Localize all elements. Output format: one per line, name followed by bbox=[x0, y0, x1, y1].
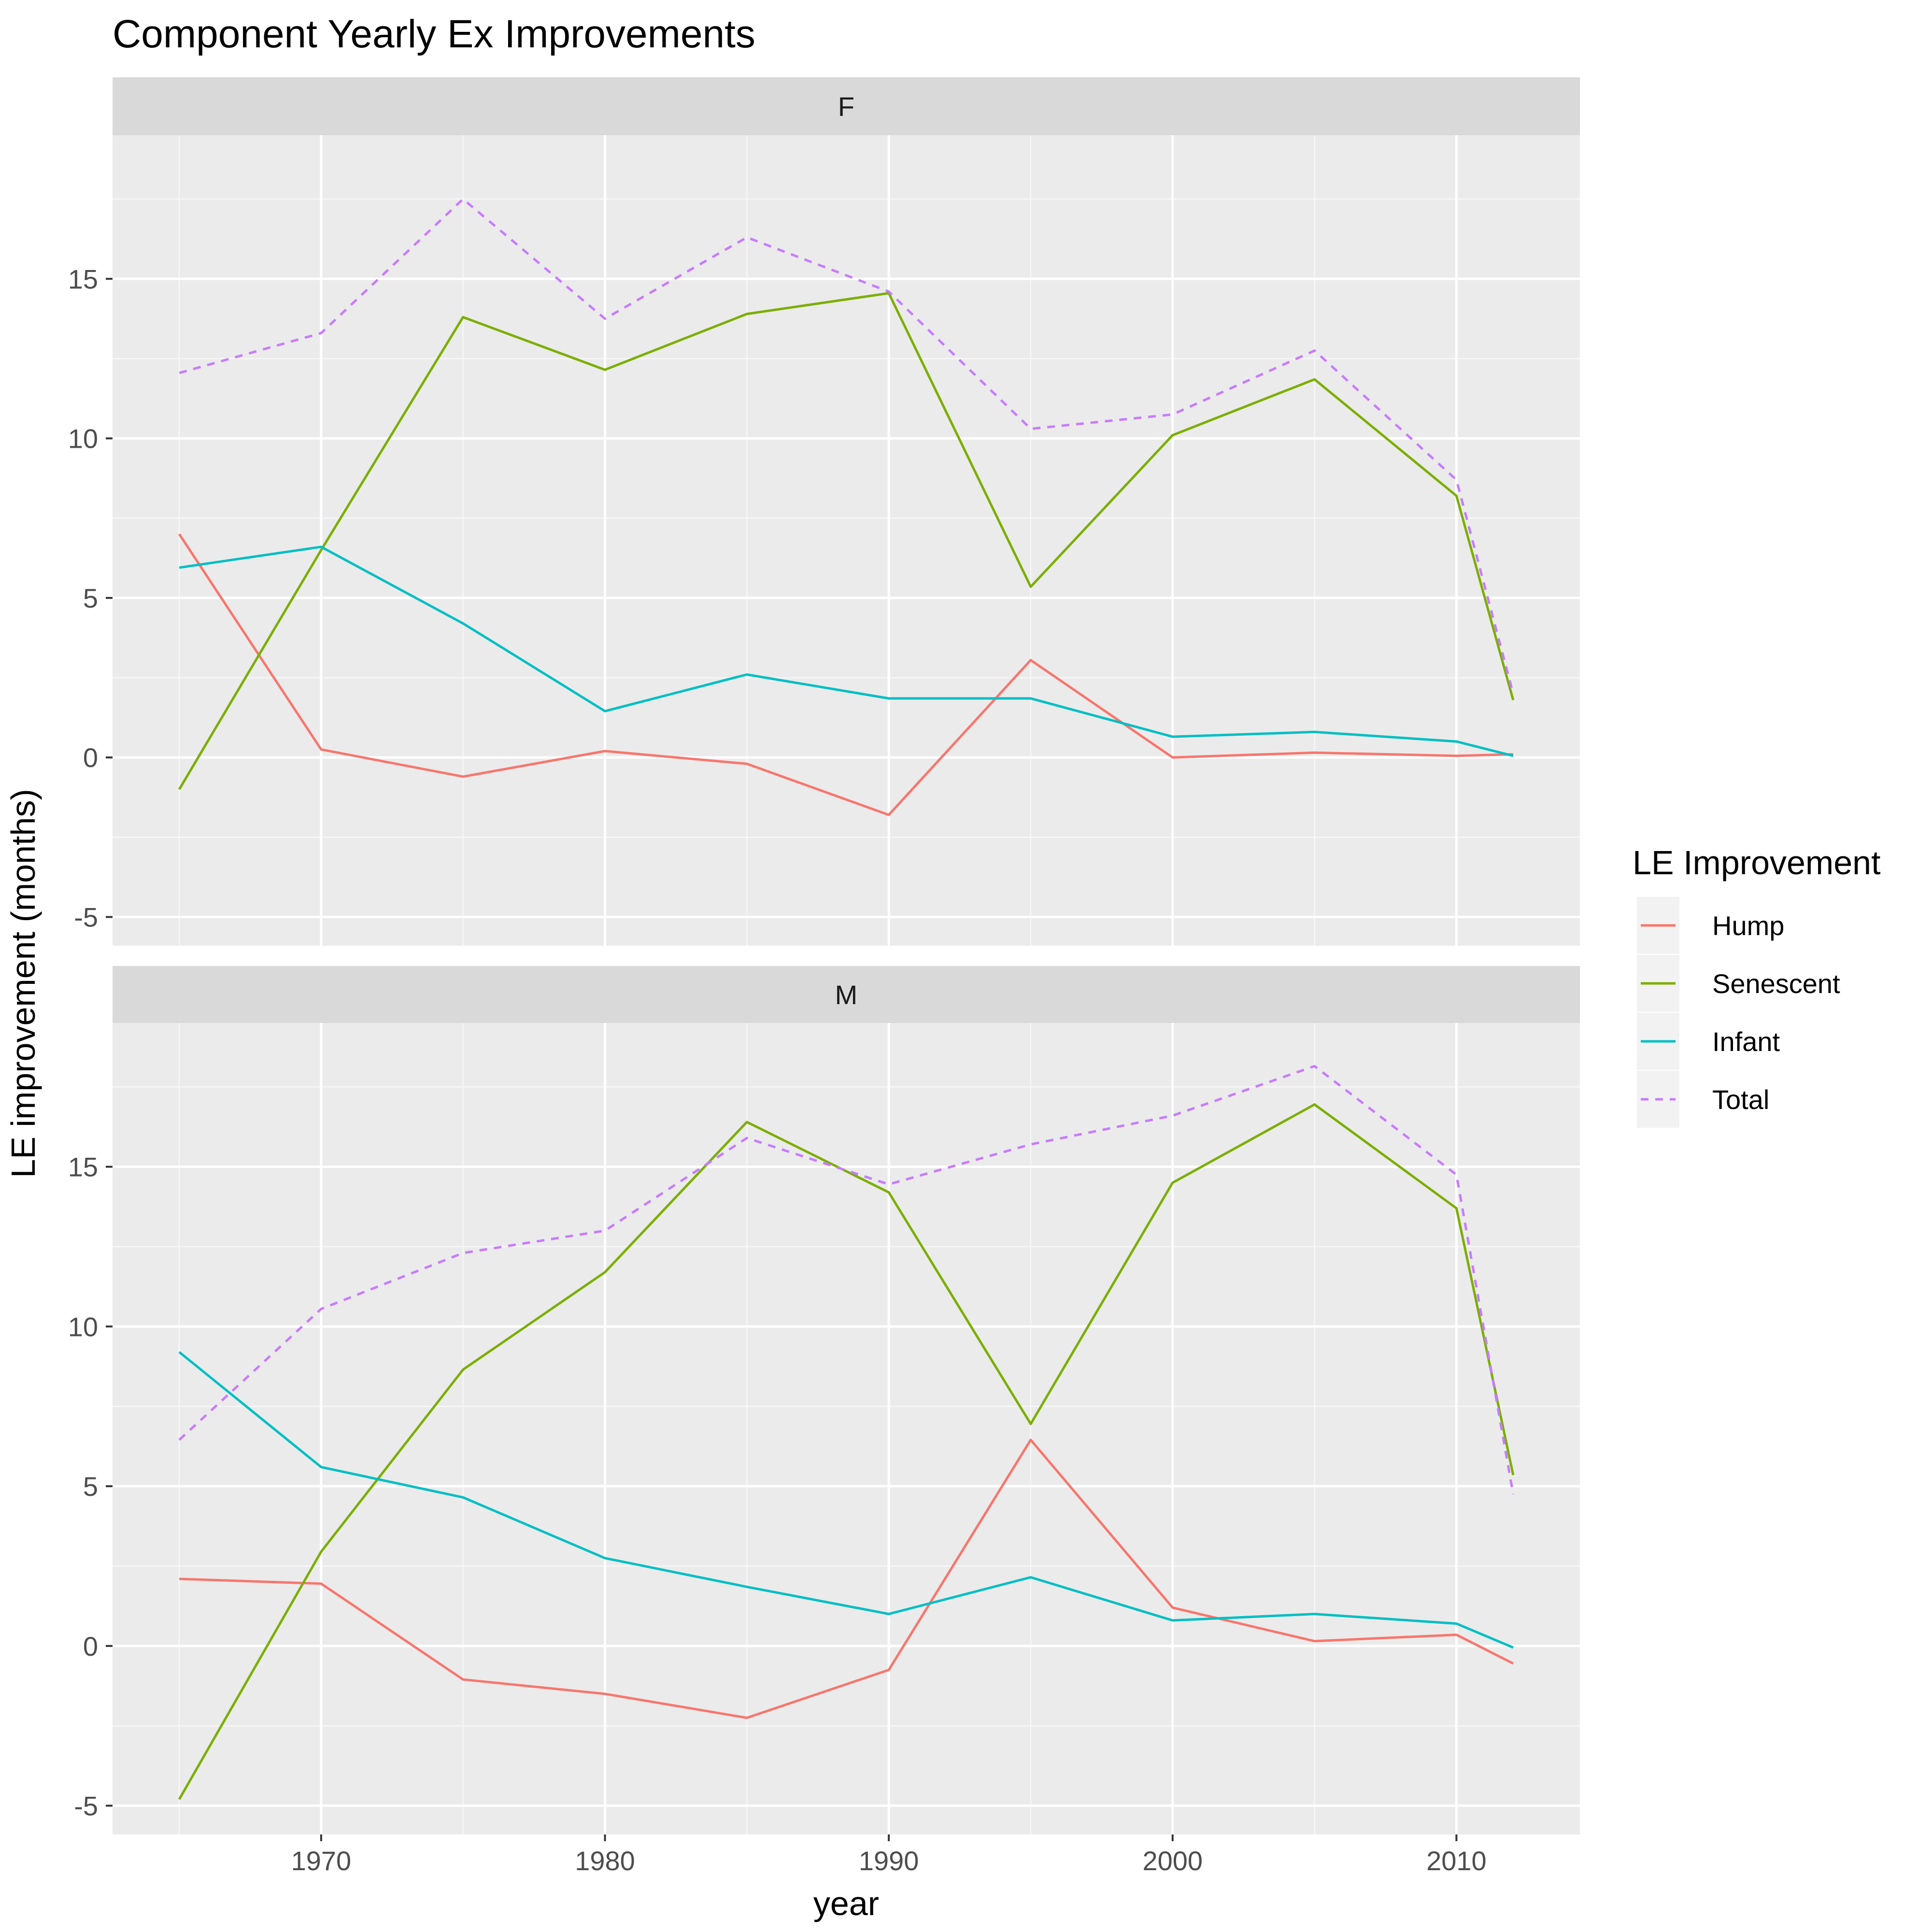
y-tick-label: 10 bbox=[68, 1311, 98, 1342]
facet-panel-f: F -5 0 5 10 15 bbox=[68, 77, 1580, 946]
series-line-total bbox=[178, 1065, 1515, 1495]
y-tick-label: 5 bbox=[83, 1471, 98, 1502]
facet-panel-m: M -5 0 5 10 15 bbox=[68, 966, 1580, 1834]
series-line-hump bbox=[179, 1438, 1514, 1719]
series-line-infant bbox=[179, 545, 1514, 757]
panel-background bbox=[113, 135, 1580, 946]
y-tick-label: 0 bbox=[83, 1631, 98, 1662]
series-line-total bbox=[179, 198, 1515, 694]
y-tick-label: 5 bbox=[83, 583, 98, 613]
x-tick-label: 1980 bbox=[575, 1846, 635, 1876]
y-tick-label: -5 bbox=[74, 1790, 98, 1821]
x-axis: 1970 1980 1990 2000 2010 bbox=[291, 1834, 1487, 1876]
y-tick-label: 0 bbox=[83, 742, 98, 773]
legend-title: LE Improvement bbox=[1633, 844, 1881, 881]
y-axis-title: LE improvement (months) bbox=[4, 789, 42, 1178]
x-tick-label: 1990 bbox=[859, 1846, 919, 1876]
legend-label-infant: Infant bbox=[1712, 1026, 1780, 1057]
facet-strip bbox=[113, 966, 1580, 1023]
series-line-infant bbox=[178, 1351, 1514, 1649]
facet-strip bbox=[113, 77, 1580, 135]
series-line-hump bbox=[178, 533, 1513, 816]
legend-items: Hump Senescent Infant Total bbox=[1637, 897, 1840, 1128]
x-tick-label: 1970 bbox=[291, 1846, 352, 1876]
legend: LE Improvement Hump Senescent Infant Total bbox=[1633, 844, 1881, 1128]
legend-label-hump: Hump bbox=[1712, 910, 1784, 941]
legend-label-senescent: Senescent bbox=[1712, 968, 1840, 999]
y-tick-label: 15 bbox=[68, 1152, 98, 1182]
facet-panels: F -5 0 5 10 15 M -5 0 5 10 15 bbox=[68, 77, 1580, 1834]
y-tick-label: 15 bbox=[68, 264, 98, 294]
y-tick-label: -5 bbox=[74, 902, 98, 933]
facet-strip-label: M bbox=[835, 980, 858, 1010]
chart-title: Component Yearly Ex Improvements bbox=[113, 12, 755, 56]
legend-label-total: Total bbox=[1712, 1084, 1769, 1115]
x-tick-label: 2000 bbox=[1142, 1846, 1203, 1876]
facet-strip-label: F bbox=[838, 91, 854, 122]
panel-background bbox=[113, 1023, 1580, 1834]
series-line-senescent bbox=[178, 1103, 1515, 1800]
x-axis-title: year bbox=[813, 1885, 879, 1922]
x-tick-label: 2010 bbox=[1426, 1846, 1487, 1876]
y-tick-label: 10 bbox=[68, 424, 98, 454]
